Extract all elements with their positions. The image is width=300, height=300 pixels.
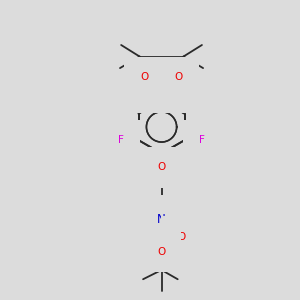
Text: O: O: [177, 232, 185, 242]
Text: O: O: [175, 72, 183, 82]
Text: F: F: [199, 135, 205, 145]
Text: O: O: [158, 247, 166, 256]
Text: N: N: [157, 213, 166, 226]
Text: O: O: [140, 72, 148, 82]
Text: F: F: [118, 135, 124, 145]
Text: B: B: [157, 81, 166, 94]
Text: O: O: [158, 162, 166, 172]
